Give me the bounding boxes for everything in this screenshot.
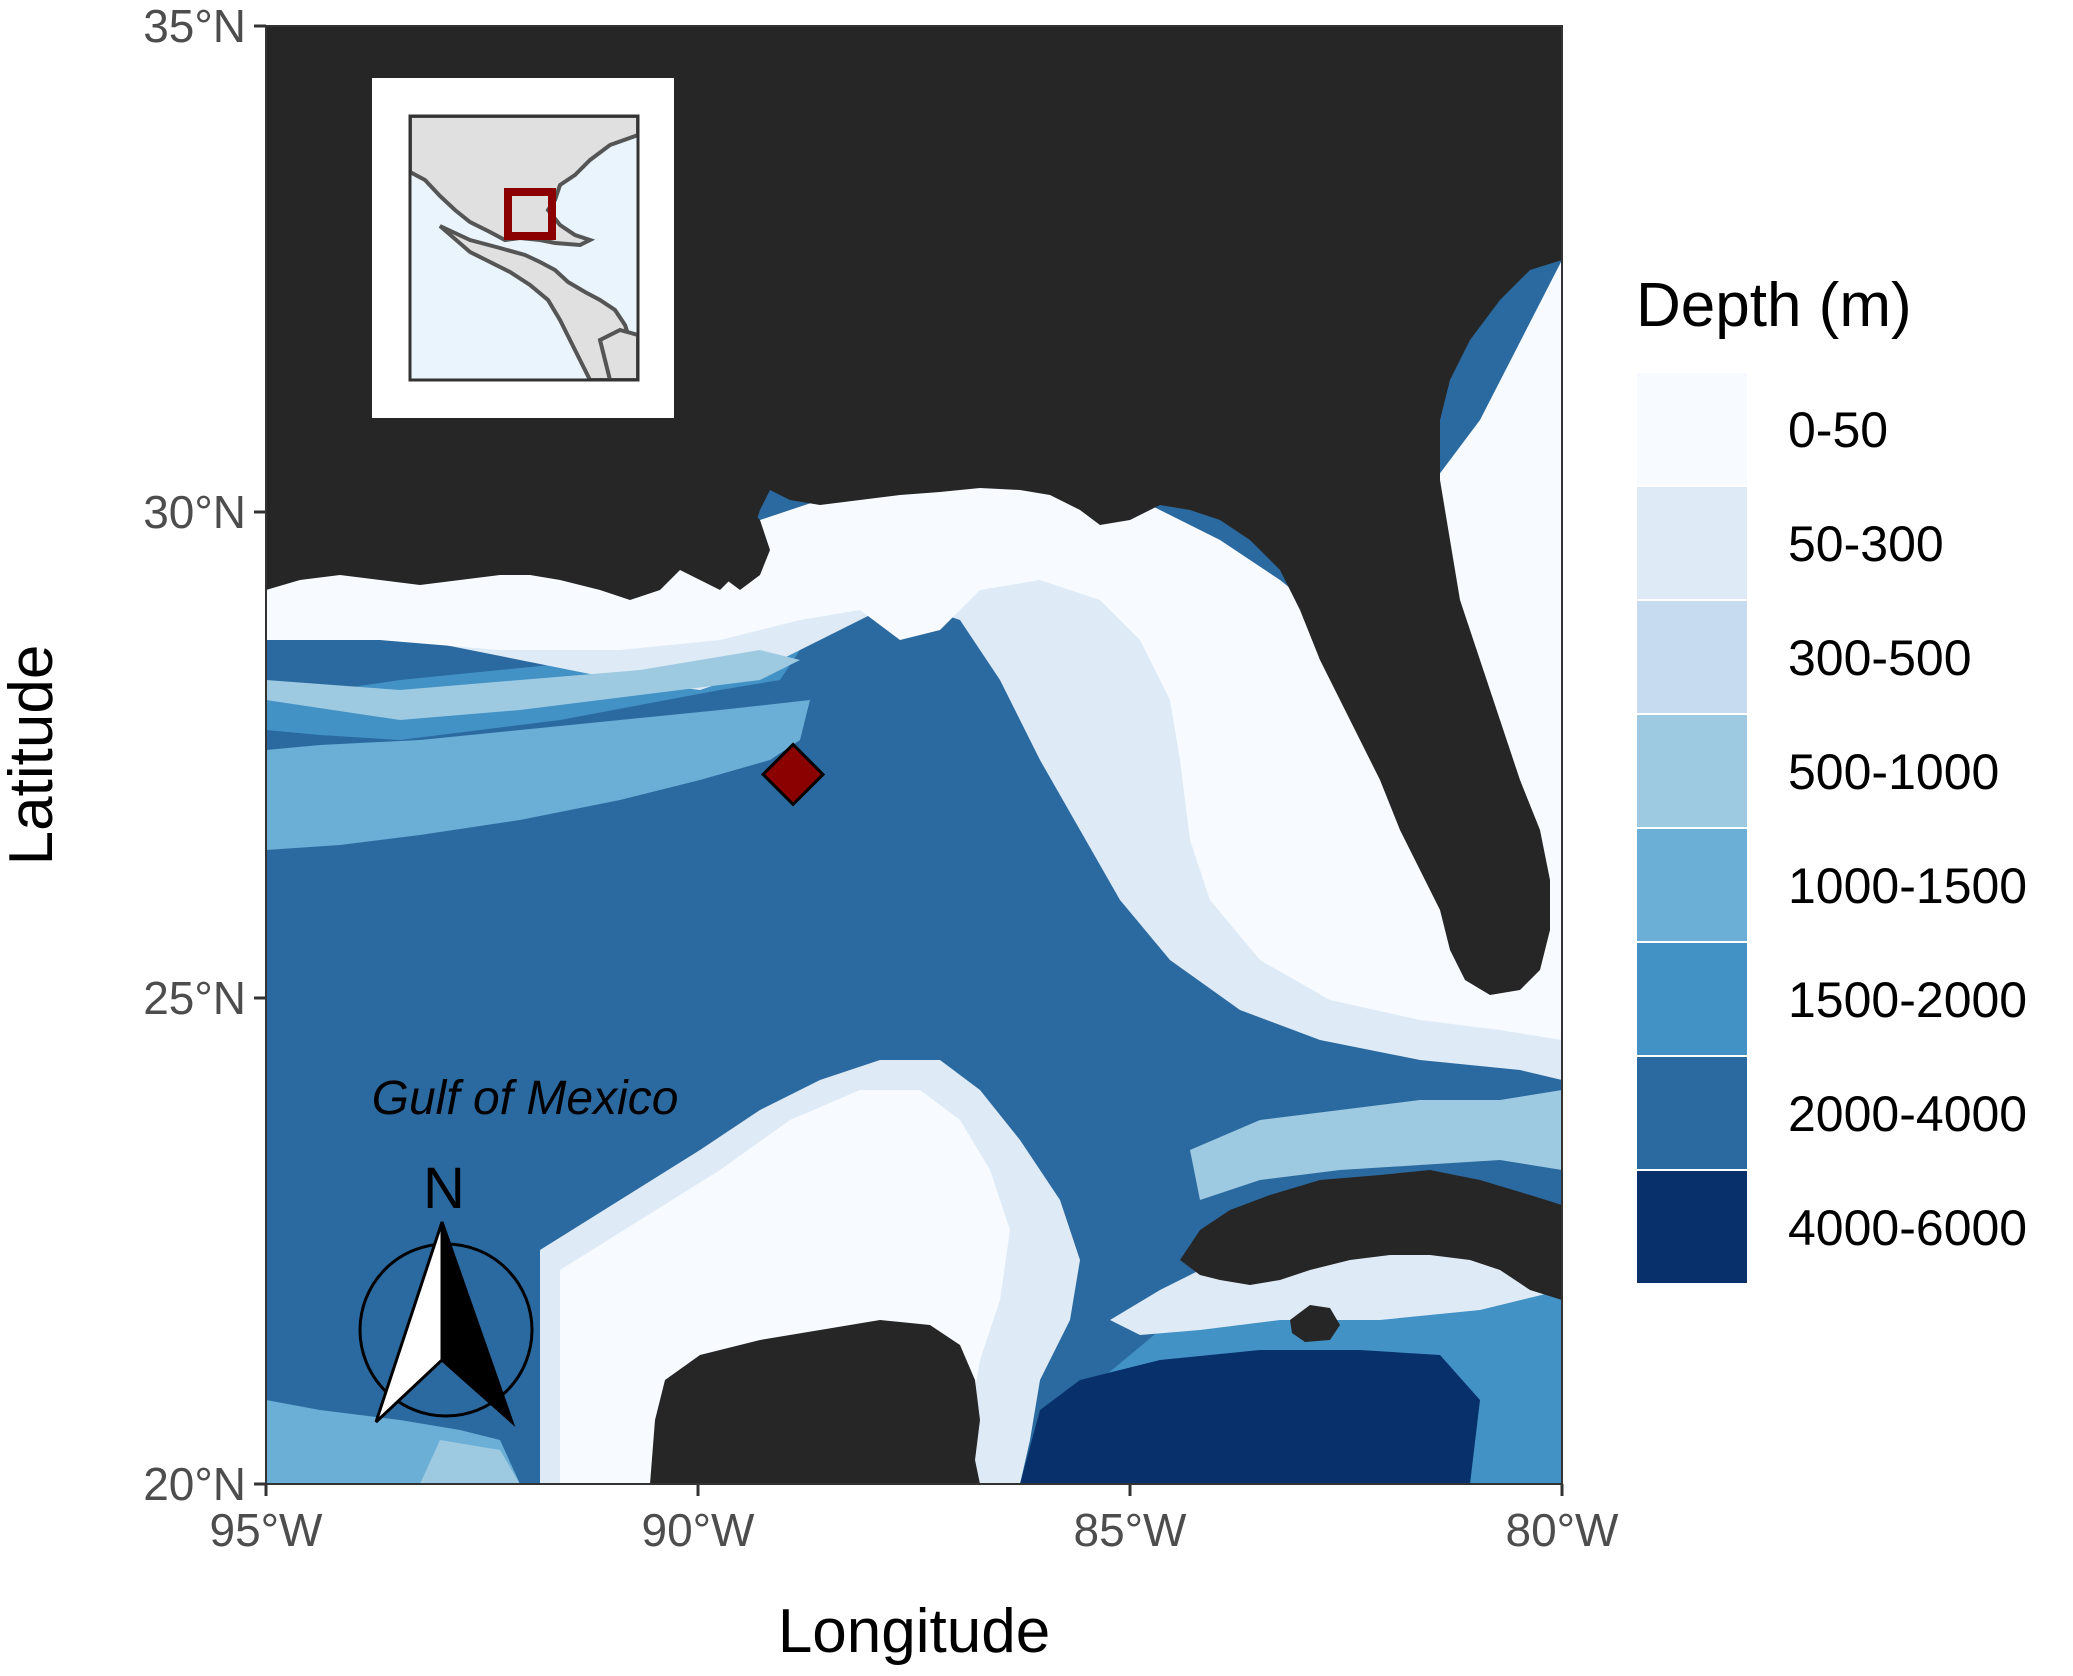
legend-label: 50-300 xyxy=(1788,516,1944,572)
legend-swatch xyxy=(1635,485,1749,601)
legend-label: 500-1000 xyxy=(1788,744,1999,800)
legend-label: 0-50 xyxy=(1788,402,1888,458)
inset-locator-map xyxy=(372,78,674,418)
y-axis-title: Latitude xyxy=(0,645,66,866)
depth-band-0-50-north xyxy=(266,260,1562,1040)
map-panel xyxy=(266,26,1562,1484)
y-tick-label: 20°N xyxy=(143,1458,246,1510)
depth-band-500-1000-straits xyxy=(1190,1090,1562,1200)
x-tick-label: 90°W xyxy=(642,1504,756,1556)
north-arrow-icon: N xyxy=(358,1156,534,1427)
legend-label: 1500-2000 xyxy=(1788,972,2027,1028)
x-axis: 95°W 90°W 85°W 80°W xyxy=(210,1484,1620,1556)
x-tick-label: 80°W xyxy=(1506,1504,1620,1556)
depth-band-500-1000-sw xyxy=(420,1440,520,1484)
legend-label: 4000-6000 xyxy=(1788,1200,2027,1256)
y-tick-label: 30°N xyxy=(143,486,246,538)
y-axis: 35°N 30°N 25°N 20°N xyxy=(143,0,266,1510)
legend-swatch xyxy=(1635,1055,1749,1171)
legend-swatch xyxy=(1635,713,1749,829)
legend-label: 300-500 xyxy=(1788,630,1972,686)
legend-swatch xyxy=(1635,1169,1749,1285)
legend-swatch xyxy=(1635,371,1749,487)
legend-label: 2000-4000 xyxy=(1788,1086,2027,1142)
depth-band-1000-1500 xyxy=(266,700,810,850)
world-locator-icon xyxy=(410,116,638,380)
north-arrow-label: N xyxy=(423,1156,465,1221)
land-isla-juventud xyxy=(1290,1305,1340,1342)
land-cuba xyxy=(1180,1170,1562,1300)
region-label: Gulf of Mexico xyxy=(372,1072,679,1125)
legend-label: 1000-1500 xyxy=(1788,858,2027,914)
x-tick-label: 85°W xyxy=(1074,1504,1188,1556)
land-yucatan-peninsula xyxy=(650,1320,980,1484)
legend: Depth (m) 0-50 50-300 300-500 500-1000 1000-… xyxy=(1635,271,2027,1285)
inset-highlight-box xyxy=(504,188,556,240)
legend-entries: 0-50 50-300 300-500 500-1000 1000-1500 1500-2… xyxy=(1635,371,2027,1285)
legend-swatch xyxy=(1635,827,1749,943)
legend-title: Depth (m) xyxy=(1636,271,1912,340)
x-axis-title: Longitude xyxy=(778,1597,1050,1666)
legend-swatch xyxy=(1635,941,1749,1057)
y-tick-label: 25°N xyxy=(143,972,246,1024)
land-mississippi-delta xyxy=(690,490,770,590)
x-tick-label: 95°W xyxy=(210,1504,324,1556)
legend-swatch xyxy=(1635,599,1749,715)
map-panel-border xyxy=(265,25,1563,1485)
site-marker xyxy=(760,742,826,807)
depth-band-500-1000-west xyxy=(266,650,800,720)
depth-band-4000-6000 xyxy=(1020,1350,1480,1484)
y-tick-label: 35°N xyxy=(143,0,246,52)
